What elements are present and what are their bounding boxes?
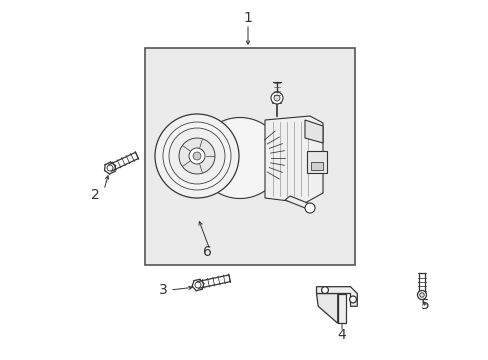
Circle shape	[195, 282, 201, 288]
Circle shape	[163, 122, 230, 190]
Circle shape	[107, 165, 113, 171]
Text: 2: 2	[90, 188, 99, 202]
Circle shape	[179, 138, 215, 174]
Circle shape	[417, 291, 426, 300]
Circle shape	[270, 92, 283, 104]
Polygon shape	[337, 293, 346, 323]
Bar	[145, 48, 354, 265]
Text: 5: 5	[420, 298, 428, 312]
Circle shape	[419, 293, 424, 297]
Circle shape	[273, 95, 280, 101]
Text: 4: 4	[337, 328, 346, 342]
Polygon shape	[316, 293, 337, 323]
Polygon shape	[305, 120, 323, 143]
Circle shape	[193, 152, 201, 160]
Ellipse shape	[197, 117, 282, 198]
Bar	[306, 151, 326, 173]
Circle shape	[155, 114, 239, 198]
Text: 1: 1	[243, 11, 252, 25]
Bar	[310, 162, 323, 170]
Circle shape	[305, 203, 314, 213]
Polygon shape	[264, 116, 323, 203]
Text: 6: 6	[202, 245, 211, 259]
Polygon shape	[285, 196, 314, 210]
Text: 3: 3	[158, 283, 167, 297]
Circle shape	[169, 128, 224, 184]
Circle shape	[349, 296, 356, 303]
Circle shape	[189, 148, 204, 164]
Circle shape	[321, 287, 328, 293]
Polygon shape	[316, 287, 357, 306]
